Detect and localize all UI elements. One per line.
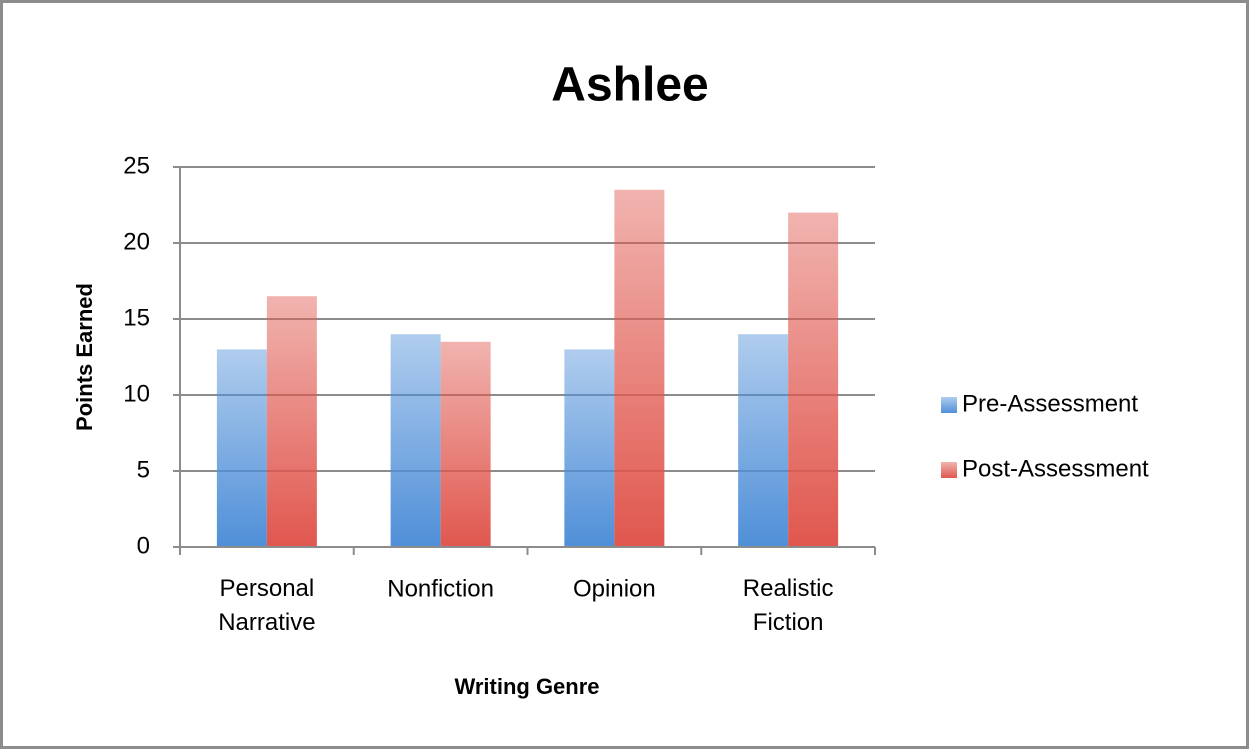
y-tick-label: 10	[123, 380, 150, 407]
y-tick-label: 20	[123, 228, 150, 255]
bar	[216, 349, 267, 547]
y-tick-label: 0	[137, 532, 150, 559]
legend-swatch	[941, 462, 957, 478]
legend-label: Post-Assessment	[962, 455, 1149, 482]
x-tick-label: Personal Narrative	[218, 575, 315, 636]
bar	[390, 334, 441, 547]
x-tick-label: Opinion	[573, 575, 656, 602]
x-axis-title: Writing Genre	[454, 674, 599, 699]
chart-title: Ashlee	[551, 59, 708, 112]
y-tick-label: 15	[123, 304, 150, 331]
bar	[788, 212, 839, 547]
x-tick-label: Realistic Fiction	[743, 575, 834, 636]
y-tick-label: 5	[137, 456, 150, 483]
legend-swatch	[941, 397, 957, 413]
bar	[266, 296, 317, 547]
y-tick-label: 25	[123, 152, 150, 179]
legend-label: Pre-Assessment	[962, 390, 1138, 417]
bar	[440, 341, 491, 547]
y-axis-title: Points Earned	[72, 283, 97, 431]
x-tick-label: Nonfiction	[387, 575, 494, 602]
bar	[614, 189, 665, 548]
bar	[738, 334, 789, 547]
bar	[564, 349, 615, 547]
